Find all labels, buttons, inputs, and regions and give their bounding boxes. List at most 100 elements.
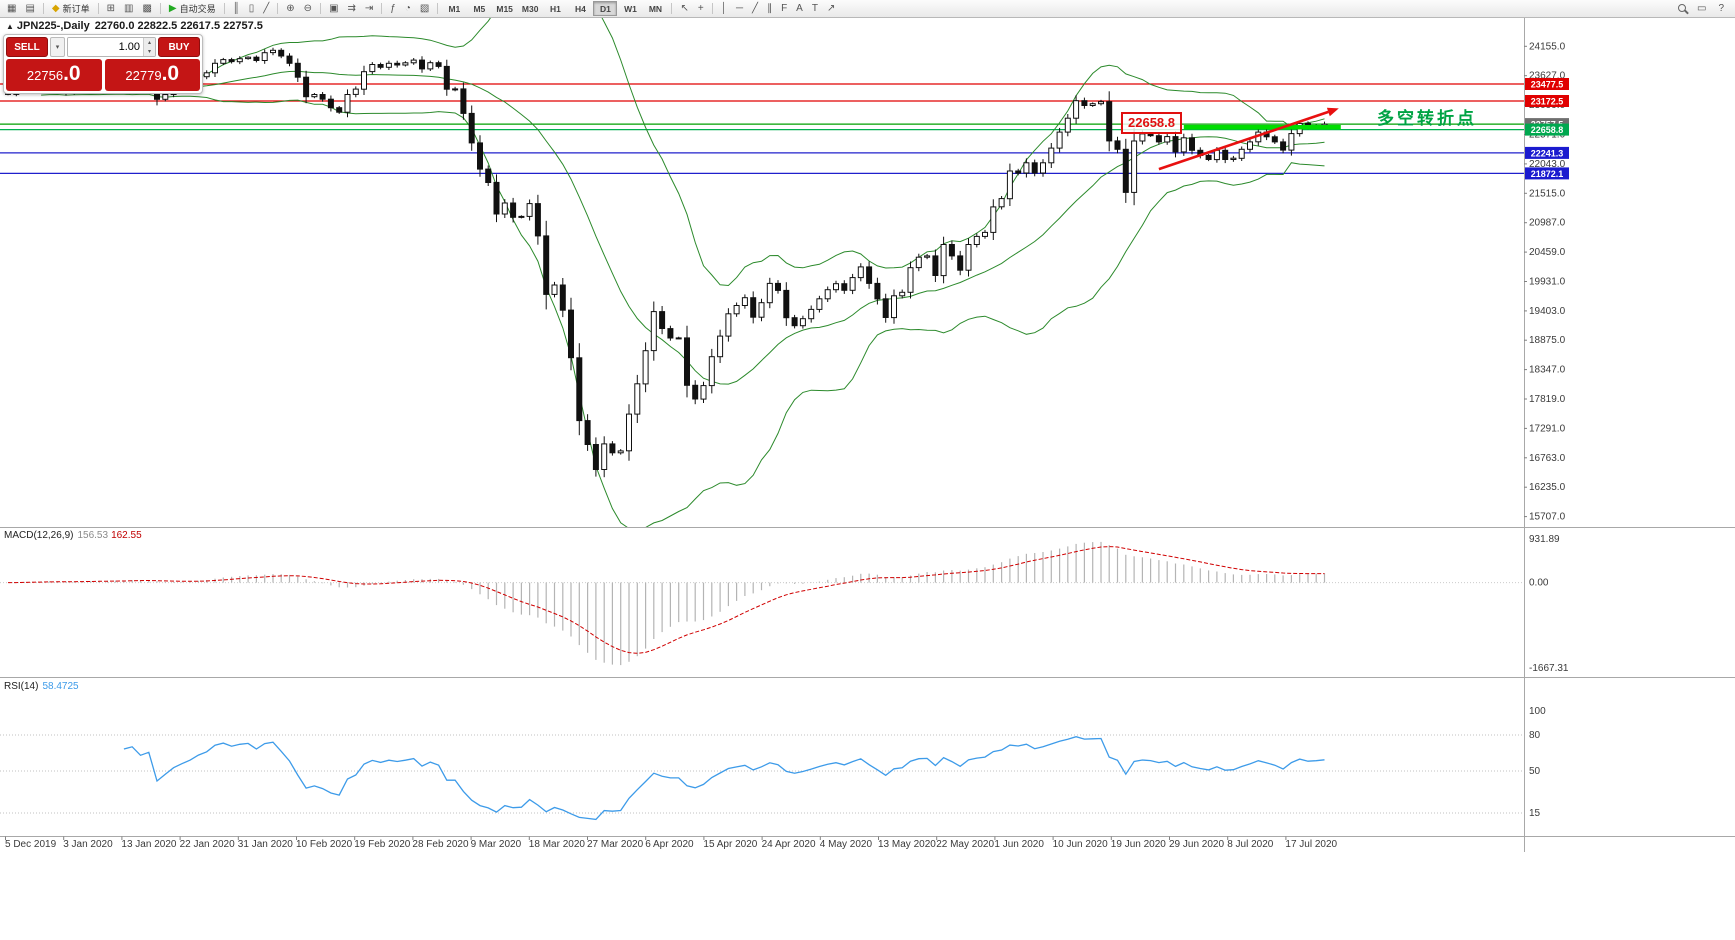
chart-shift-button[interactable]: ⇥ — [361, 0, 377, 17]
toolbar-separator — [711, 3, 713, 14]
sell-button[interactable]: SELL — [6, 37, 48, 57]
timeframe-h1-button[interactable]: H1 — [550, 3, 561, 14]
templates-button[interactable]: ▧ — [416, 0, 433, 17]
candlestick-chart-button[interactable]: ▯ — [245, 0, 259, 17]
timeframe-mn-button[interactable]: MN — [648, 3, 663, 14]
sell-price[interactable]: 22756.0 — [6, 59, 102, 91]
timeframe-m1-button[interactable]: M1 — [448, 3, 461, 14]
crosshair-button[interactable]: + — [694, 0, 708, 17]
navigator-button[interactable]: ▩ — [138, 0, 155, 17]
new-chart-icon: ▦ — [7, 2, 17, 14]
chart-shift-icon: ⇥ — [364, 2, 374, 14]
level-lines — [0, 83, 1524, 174]
new-chart-button[interactable]: ▦ — [3, 0, 20, 17]
new-window-button[interactable]: ▭ — [1693, 0, 1710, 17]
data-window-button[interactable]: ▥ — [120, 0, 137, 17]
svg-text:22 Jan 2020: 22 Jan 2020 — [180, 839, 235, 850]
svg-text:24155.0: 24155.0 — [1529, 41, 1566, 52]
macd-label: MACD(12,26,9) 156.53 162.55 — [4, 530, 142, 541]
profiles-button[interactable]: ▤ — [21, 0, 38, 17]
new-order-icon: ◆ — [51, 2, 60, 14]
svg-text:20987.0: 20987.0 — [1529, 218, 1566, 229]
bollinger-bands — [41, 16, 1325, 527]
order-type-dropdown[interactable]: ▾ — [50, 37, 65, 57]
svg-text:19403.0: 19403.0 — [1529, 306, 1566, 317]
toolbar-separator — [320, 3, 322, 14]
toolbar-separator — [437, 3, 439, 14]
auto-trading-button[interactable]: ▶ 自动交易 — [165, 0, 220, 17]
timeframe-m30-button[interactable]: M30 — [521, 3, 539, 14]
text-label-button[interactable]: T — [808, 0, 822, 17]
svg-text:22043.0: 22043.0 — [1529, 159, 1566, 170]
indicators-button[interactable]: ƒ — [386, 0, 400, 17]
period-selector-button[interactable]: ◔ — [401, 0, 415, 17]
buy-button[interactable]: BUY — [158, 37, 200, 57]
svg-text:1 Jun 2020: 1 Jun 2020 — [994, 839, 1044, 850]
text-button[interactable]: A — [792, 0, 807, 17]
price-badge — [1525, 146, 1569, 159]
svg-text:17819.0: 17819.0 — [1529, 394, 1566, 405]
volume-up-icon[interactable]: ▴ — [144, 38, 155, 47]
candlestick-chart-icon: ▯ — [248, 2, 255, 14]
svg-text:17291.0: 17291.0 — [1529, 423, 1566, 434]
svg-text:0.00: 0.00 — [1529, 578, 1549, 589]
help-button[interactable]: ? — [1714, 0, 1728, 17]
timeframe-m15-button[interactable]: M15 — [496, 3, 513, 14]
symbol-collapse-icon[interactable]: ▲ — [6, 22, 14, 31]
trendline-button[interactable]: ╱ — [748, 0, 762, 17]
auto-scroll-button[interactable]: ⇉ — [344, 0, 360, 17]
search-icon[interactable] — [1677, 3, 1689, 15]
svg-text:5 Dec 2019: 5 Dec 2019 — [5, 839, 57, 850]
fibonacci-icon: F — [781, 2, 788, 14]
price-prefix: 22779 — [125, 68, 162, 83]
svg-text:15 Apr 2020: 15 Apr 2020 — [703, 839, 757, 850]
rsi-label: RSI(14) 58.4725 — [4, 681, 79, 692]
horizontal-line-icon: ─ — [735, 2, 744, 14]
market-watch-button[interactable]: ⊞ — [103, 0, 119, 17]
svg-text:15707.0: 15707.0 — [1529, 512, 1566, 523]
svg-text:80: 80 — [1529, 730, 1541, 741]
volume-input[interactable] — [68, 38, 143, 56]
zoom-in-icon: ⊕ — [286, 2, 295, 14]
ohlc-values: 22760.0 22822.5 22617.5 22757.5 — [94, 20, 263, 32]
price-badge — [1525, 78, 1569, 90]
timeframe-d1-button[interactable]: D1 — [593, 1, 618, 16]
auto-scroll-icon: ⇉ — [347, 2, 356, 14]
zoom-out-button[interactable]: ⊖ — [300, 0, 316, 17]
arrows-button[interactable]: ↗ — [823, 0, 839, 17]
buy-price[interactable]: 22779.0 — [104, 59, 200, 91]
tile-windows-button[interactable]: ▣ — [325, 0, 342, 17]
cursor-button[interactable]: ↖ — [676, 0, 692, 17]
rsi-line — [123, 736, 1325, 821]
toolbar-separator — [277, 3, 279, 14]
rsi-name: RSI(14) — [4, 681, 39, 692]
price-annotation-box[interactable]: 22658.8 — [1121, 112, 1182, 134]
volume-field: ▴ ▾ — [67, 37, 156, 57]
line-chart-button[interactable]: ╱ — [259, 0, 273, 17]
new-order-button[interactable]: ◆ 新订单 — [48, 0, 94, 17]
svg-text:27 Mar 2020: 27 Mar 2020 — [587, 839, 644, 850]
svg-text:13 Jan 2020: 13 Jan 2020 — [121, 839, 176, 850]
horizontal-line-button[interactable]: ─ — [732, 0, 747, 17]
trendline-icon: ╱ — [752, 2, 759, 14]
svg-text:16763.0: 16763.0 — [1529, 453, 1566, 464]
timeframe-h4-button[interactable]: H4 — [575, 3, 586, 14]
vertical-line-button[interactable]: │ — [717, 0, 731, 17]
svg-text:100: 100 — [1529, 706, 1546, 717]
timeframe-w1-button[interactable]: W1 — [624, 3, 637, 14]
zoom-in-button[interactable]: ⊕ — [282, 0, 298, 17]
help-icon: ? — [1718, 2, 1724, 14]
toolbar-separator — [97, 3, 99, 14]
channel-button[interactable]: ∥ — [763, 0, 776, 17]
svg-text:21515.0: 21515.0 — [1529, 188, 1566, 199]
volume-down-icon[interactable]: ▾ — [144, 47, 155, 56]
turning-point-label: 多空转折点 — [1377, 109, 1477, 128]
rsi-value: 58.4725 — [42, 681, 79, 692]
fibonacci-button[interactable]: F — [777, 0, 791, 17]
svg-text:28 Feb 2020: 28 Feb 2020 — [412, 839, 469, 850]
timeframe-m5-button[interactable]: M5 — [473, 3, 486, 14]
bar-chart-button[interactable]: ║ — [229, 0, 244, 17]
market-watch-icon: ⊞ — [106, 2, 116, 14]
profiles-icon: ▤ — [25, 2, 35, 14]
